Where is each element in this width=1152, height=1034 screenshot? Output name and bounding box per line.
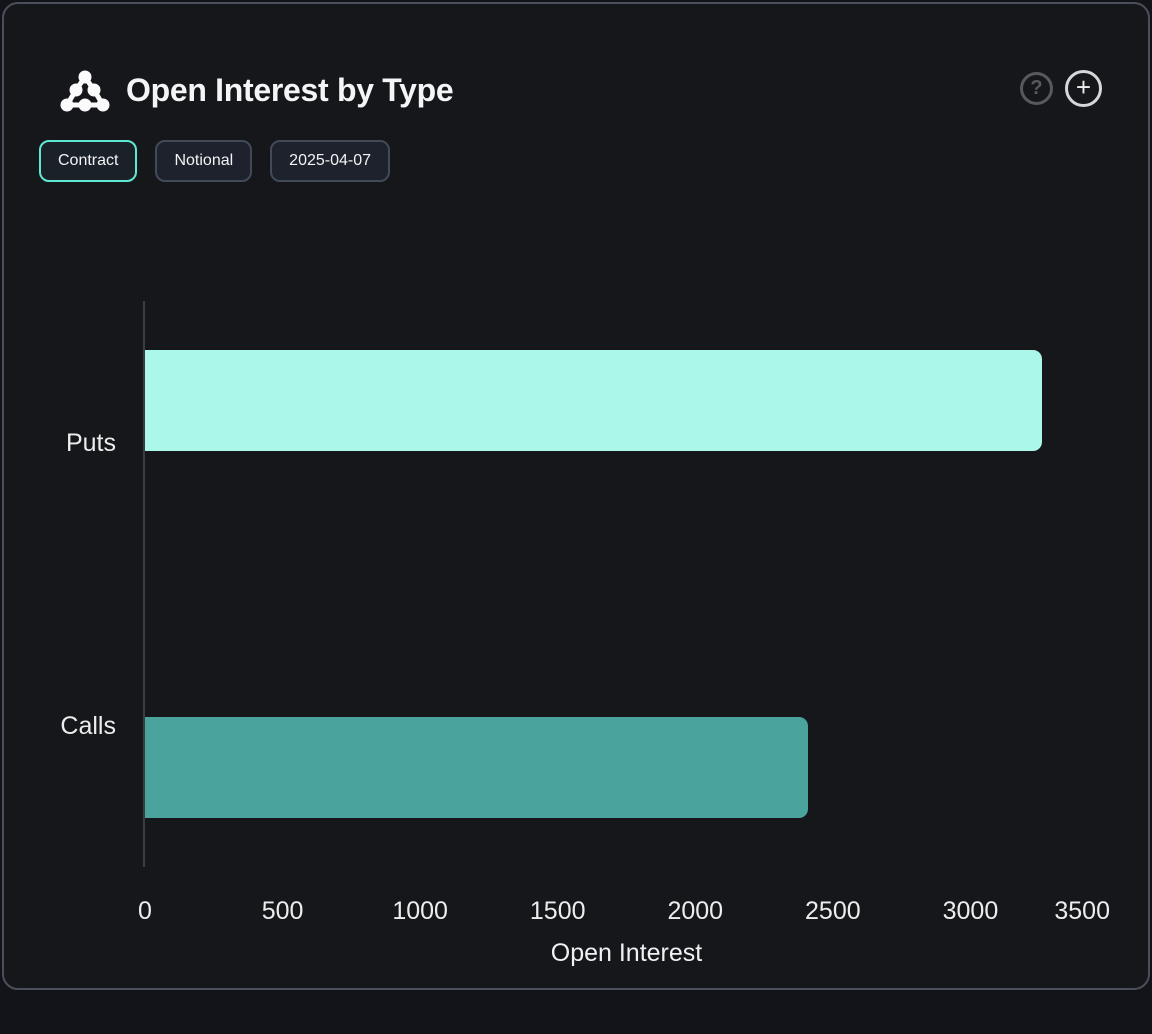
toggle-contract[interactable]: Contract: [39, 140, 138, 182]
toolbar: Contract Notional 2025-04-07: [39, 140, 391, 182]
x-tick-3000: 3000: [942, 897, 999, 925]
x-tick-3500: 3500: [1054, 897, 1110, 925]
page-title: Open Interest by Type: [126, 72, 454, 108]
bar-puts: [145, 350, 1042, 451]
add-icon[interactable]: +: [1065, 70, 1102, 107]
x-tick-500: 500: [261, 897, 304, 925]
help-glyph: ?: [1030, 77, 1043, 99]
y-axis-line: [143, 301, 145, 867]
x-axis-title: Open Interest: [550, 939, 703, 967]
date-selector[interactable]: 2025-04-07: [270, 140, 391, 182]
y-axis-label-calls: Calls: [60, 711, 116, 740]
x-tick-1000: 1000: [392, 897, 448, 925]
x-tick-0: 0: [138, 897, 152, 925]
header-actions: ? +: [1020, 70, 1102, 107]
chart-card: Open Interest by Type ? + Contract Notio…: [2, 2, 1150, 990]
toggle-notional[interactable]: Notional: [155, 140, 253, 182]
y-axis-label-puts: Puts: [65, 428, 116, 457]
add-glyph: +: [1075, 72, 1092, 102]
bar-calls: [145, 717, 808, 818]
x-tick-2500: 2500: [805, 897, 861, 925]
x-tick-1500: 1500: [529, 897, 586, 925]
cluster-pyramid-icon: [60, 70, 110, 112]
x-tick-2000: 2000: [667, 897, 724, 925]
help-icon[interactable]: ?: [1020, 72, 1053, 105]
